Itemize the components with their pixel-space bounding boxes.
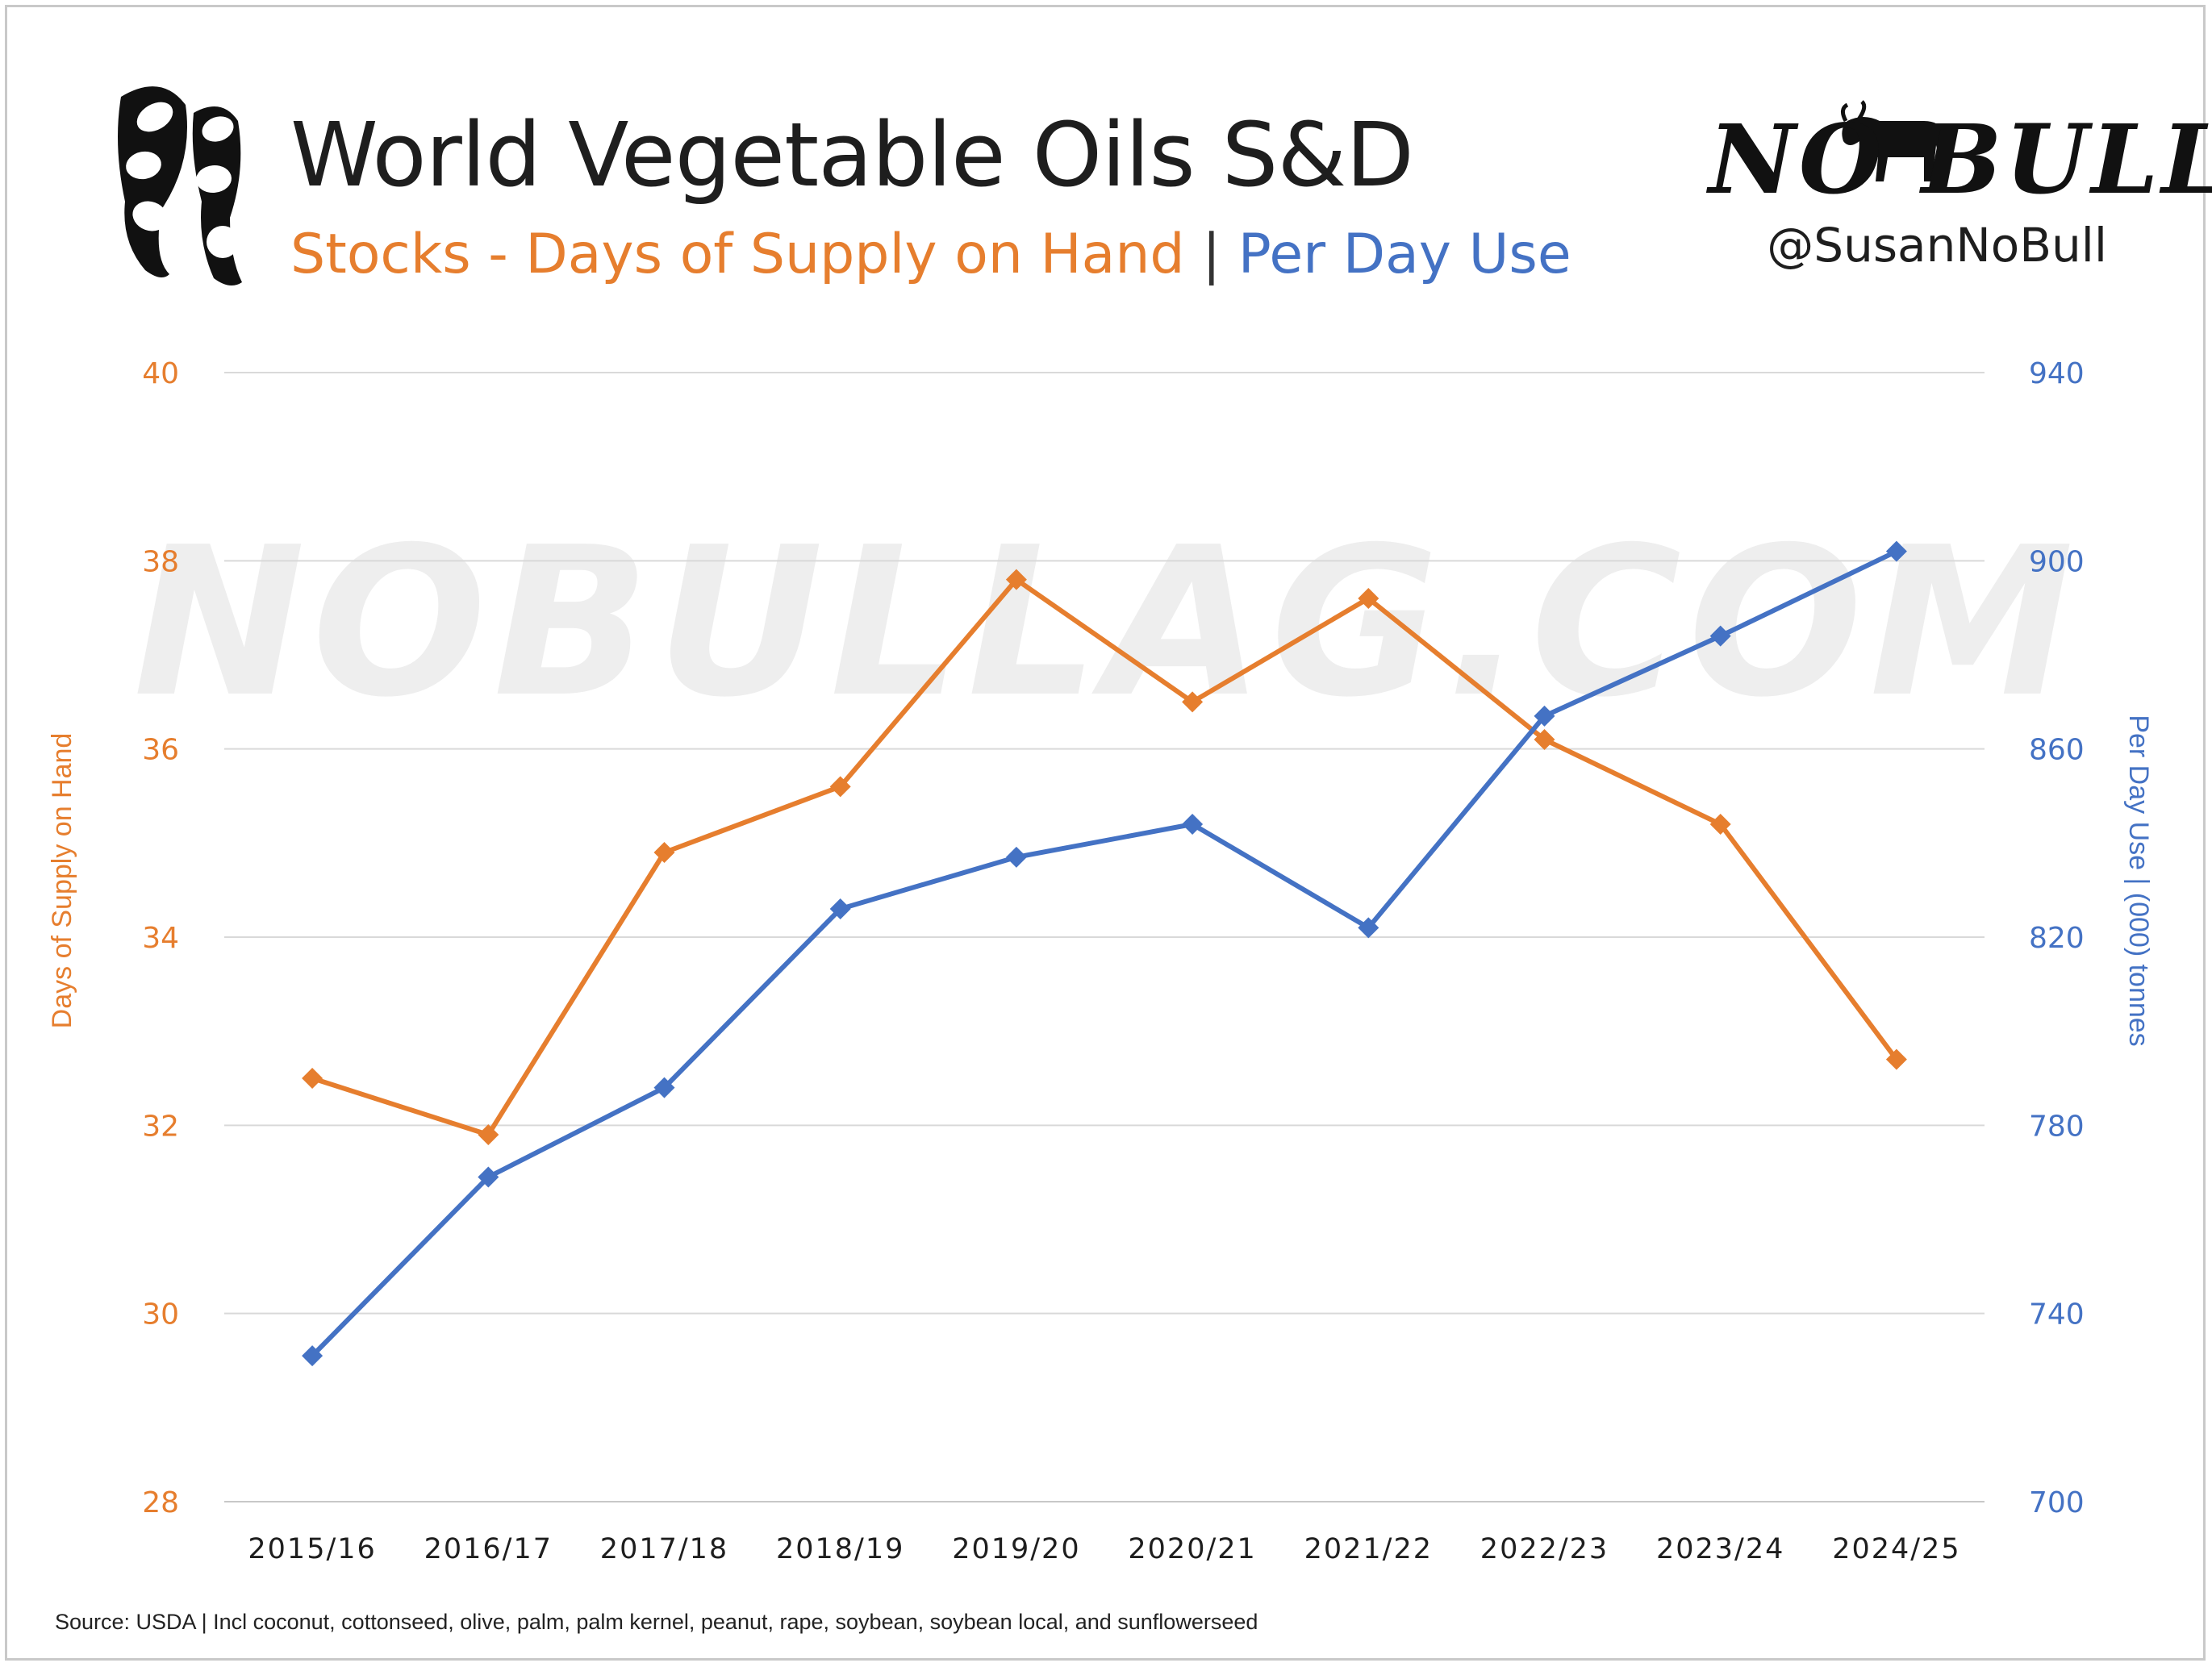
left-tick-label: 40 <box>142 357 179 390</box>
brand-logo-text: NO BULL <box>1709 103 2212 215</box>
x-tick-label: 2016/17 <box>424 1533 553 1565</box>
data-point-marker <box>1005 569 1027 590</box>
right-axis-label: Per Day Use | (000) tonnes <box>2123 715 2154 1046</box>
data-point-marker <box>1534 729 1555 750</box>
data-point-marker <box>829 898 851 919</box>
right-tick-label: 740 <box>2029 1298 2085 1332</box>
social-handle: @SusanNoBull <box>1767 218 2107 273</box>
series-line <box>310 548 1898 1358</box>
data-point-marker <box>829 776 851 798</box>
data-point-marker <box>1182 814 1204 835</box>
series-line <box>311 577 1899 1137</box>
left-tick-label: 28 <box>142 1486 179 1519</box>
left-tick-label: 32 <box>142 1110 179 1143</box>
left-axis-label: Days of Supply on Hand <box>47 733 77 1029</box>
data-point-marker <box>302 1068 323 1089</box>
data-point-marker <box>1182 691 1204 713</box>
x-tick-label: 2024/25 <box>1832 1533 1960 1565</box>
series-days-of-supply <box>302 569 1907 1145</box>
left-tick-label: 34 <box>142 922 179 955</box>
left-tick-label: 36 <box>142 734 179 767</box>
right-axis-ticks: 700 740 780 820 860 900 940 <box>2029 357 2085 1519</box>
data-point-marker <box>653 842 675 863</box>
data-point-marker <box>478 1124 499 1145</box>
x-tick-label: 2019/20 <box>952 1533 1080 1565</box>
data-point-marker <box>1005 846 1027 868</box>
gridlines <box>224 372 1985 1502</box>
data-point-marker <box>478 1166 499 1188</box>
chart-subtitle: Stocks - Days of Supply on Hand | Per Da… <box>290 223 1571 286</box>
subtitle-stocks: Stocks - Days of Supply on Hand <box>290 223 1185 286</box>
bull-icon <box>1841 100 1948 181</box>
x-tick-label: 2020/21 <box>1128 1533 1256 1565</box>
x-tick-label: 2022/23 <box>1480 1533 1609 1565</box>
chart-title: World Vegetable Oils S&D <box>290 103 1414 206</box>
data-point-marker <box>1534 705 1555 727</box>
chart-frame <box>5 5 2206 1661</box>
series-per-day-use <box>302 540 1907 1367</box>
x-tick-label: 2017/18 <box>600 1533 728 1565</box>
subtitle-per-day-use: Per Day Use <box>1237 223 1571 286</box>
data-point-marker <box>1358 588 1379 609</box>
data-point-marker <box>1358 917 1379 939</box>
left-tick-label: 30 <box>142 1298 179 1332</box>
left-tick-label: 38 <box>142 545 179 578</box>
data-point-marker <box>302 1345 323 1367</box>
right-tick-label: 700 <box>2029 1486 2085 1519</box>
data-point-marker <box>1885 540 1907 562</box>
x-tick-label: 2023/24 <box>1656 1533 1784 1565</box>
source-note: Source: USDA | Incl coconut, cottonseed,… <box>55 1610 1258 1634</box>
data-point-marker <box>1709 814 1731 835</box>
right-tick-label: 940 <box>2029 357 2085 390</box>
x-tick-label: 2018/19 <box>776 1533 904 1565</box>
data-point-marker <box>1885 1048 1907 1070</box>
left-axis-ticks: 28 30 32 34 36 38 40 <box>142 357 179 1519</box>
subtitle-separator: | <box>1202 223 1221 286</box>
x-tick-label: 2021/22 <box>1304 1533 1433 1565</box>
data-point-marker <box>1709 625 1731 647</box>
x-tick-label: 2015/16 <box>248 1533 376 1565</box>
right-tick-label: 900 <box>2029 545 2085 578</box>
data-point-marker <box>653 1077 675 1098</box>
right-tick-label: 780 <box>2029 1110 2085 1143</box>
x-axis-ticks: 2015/16 2016/17 2017/18 2018/19 2019/20 2020/… <box>248 1533 1960 1565</box>
right-tick-label: 820 <box>2029 922 2085 955</box>
watermark: NOBULLAG.COM <box>133 503 2081 743</box>
data-series <box>302 540 1907 1367</box>
soybean-pod-logo <box>118 86 242 285</box>
right-tick-label: 860 <box>2029 734 2085 767</box>
